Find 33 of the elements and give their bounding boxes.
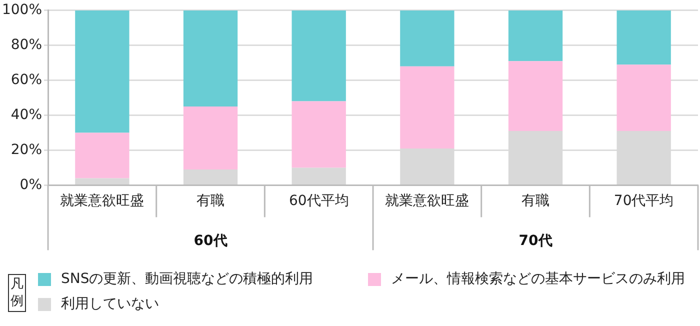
legend-label: 利用していない	[61, 295, 159, 313]
text: 60代	[194, 232, 228, 249]
bar	[292, 10, 346, 102]
bar	[508, 10, 563, 62]
x-tick-label: 有職	[522, 193, 550, 210]
x-tick-label: 就業意欲旺盛	[385, 193, 470, 210]
bar	[400, 66, 454, 148]
text: 70代	[518, 232, 552, 249]
legend-title: 凡例	[8, 274, 26, 312]
bar	[616, 64, 671, 132]
bar	[183, 106, 238, 170]
bar	[183, 10, 238, 107]
bar	[75, 132, 130, 178]
y-tick-label: 0%	[20, 176, 42, 193]
x-tick-label: 70代平均	[614, 193, 674, 210]
bar	[616, 10, 671, 65]
legend-label: メール、情報検索などの基本サービスのみ利用	[391, 270, 685, 288]
y-tick-label: 60%	[10, 72, 42, 88]
bar	[292, 168, 346, 184]
bar	[292, 101, 346, 168]
legend-label: SNSの更新、動画視聴などの積極的利用	[61, 270, 314, 288]
y-tick-label: 100%	[2, 2, 42, 18]
bar	[183, 169, 238, 184]
y-tick-label: 40%	[10, 106, 42, 123]
y-tick-label: 80%	[10, 37, 42, 53]
y-tick-label: 20%	[10, 142, 42, 158]
bar	[75, 178, 130, 184]
bar	[75, 10, 130, 133]
x-tick-label: 就業意欲旺盛	[60, 193, 144, 210]
x-tick-label: 有職	[196, 193, 225, 210]
bar	[400, 10, 454, 66]
x-tick-label: 60代平均	[288, 193, 349, 210]
bar	[508, 61, 563, 132]
